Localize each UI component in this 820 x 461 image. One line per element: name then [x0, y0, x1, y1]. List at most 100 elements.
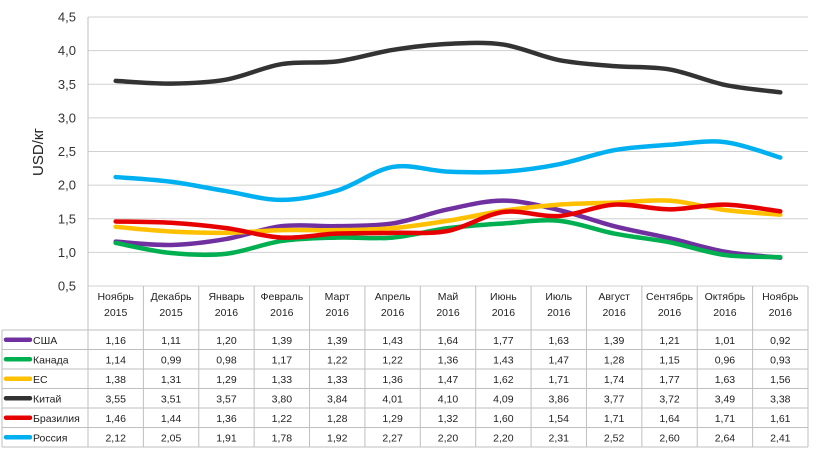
category-label: Февраль: [261, 291, 304, 303]
table-cell-value: 2,64: [715, 432, 736, 444]
table-cell-value: 1,71: [549, 374, 570, 386]
category-year-label: 2015: [159, 307, 183, 319]
category-year-label: 2016: [769, 307, 793, 319]
table-cell-value: 3,84: [327, 393, 348, 405]
gridlines: [87, 16, 808, 287]
table-cell-value: 1,47: [549, 354, 570, 366]
table-cell-value: 4,10: [438, 393, 459, 405]
table-cell-value: 1,63: [715, 374, 736, 386]
table-cell-value: 3,72: [659, 393, 680, 405]
table-cell-value: 1,56: [770, 374, 791, 386]
y-tick-label: 4,0: [58, 43, 76, 58]
table-cell-value: 1,60: [493, 413, 514, 425]
table-cell-value: 1,36: [216, 413, 237, 425]
series-line: [113, 198, 783, 261]
table-cell-value: 2,20: [493, 432, 514, 444]
table-cell-value: 1,77: [493, 335, 514, 347]
table-cell-value: 1,71: [715, 413, 736, 425]
table-cell-value: 0,98: [216, 354, 237, 366]
table-cell-value: 1,21: [659, 335, 680, 347]
table-cell-value: 2,12: [105, 432, 126, 444]
y-tick-label: 1,5: [58, 211, 76, 226]
table-cell-value: 3,38: [770, 393, 791, 405]
category-year-label: 2016: [713, 307, 737, 319]
table-cell-value: 1,39: [604, 335, 625, 347]
table-cell-value: 1,14: [105, 354, 126, 366]
category-year-label: 2016: [326, 307, 350, 319]
table-cell-value: 4,01: [382, 393, 403, 405]
table-cell-value: 0,99: [161, 354, 182, 366]
y-tick-label: 0,5: [58, 279, 76, 294]
table-cell-value: 1,47: [438, 374, 459, 386]
table-cell-value: 0,92: [770, 335, 791, 347]
table-cell-value: 0,93: [770, 354, 791, 366]
table-cell-value: 1,43: [493, 354, 514, 366]
category-year-label: 2015: [104, 307, 128, 319]
y-axis-ticks: 0,5 1,0 1,5 2,0 2,5 3,0 3,5 4,0 4,5: [58, 10, 76, 294]
series-line: [113, 40, 783, 95]
table-cell-value: 1,01: [715, 335, 736, 347]
table-cell-value: 1,29: [382, 413, 403, 425]
table-cell-value: 1,78: [272, 432, 293, 444]
table-cell-value: 3,55: [105, 393, 126, 405]
table-cell-value: 1,54: [549, 413, 570, 425]
category-year-label: 2016: [602, 307, 626, 319]
category-label: Июнь: [490, 291, 517, 303]
table-cell-value: 1,63: [549, 335, 570, 347]
table-cell-value: 1,22: [327, 354, 348, 366]
category-year-label: 2016: [492, 307, 516, 319]
category-year-label: 2016: [270, 307, 294, 319]
table-cell-value: 3,49: [715, 393, 736, 405]
category-label: Октябрь: [705, 291, 746, 303]
table-cell-value: 1,62: [493, 374, 514, 386]
category-label: Июль: [545, 291, 572, 303]
table-cell-value: 1,91: [216, 432, 237, 444]
table-cell-value: 3,57: [216, 393, 237, 405]
y-axis-label: USD/кг: [30, 128, 47, 176]
table-cell-value: 1,39: [327, 335, 348, 347]
category-label: Август: [598, 291, 630, 303]
y-tick-label: 3,0: [58, 110, 76, 125]
table-cell-value: 1,15: [659, 354, 680, 366]
series-lines: [113, 40, 783, 261]
legend-series-name: Канада: [33, 354, 69, 366]
table-cell-value: 3,51: [161, 393, 182, 405]
table-cell-value: 4,09: [493, 393, 514, 405]
category-label: Январь: [208, 291, 245, 303]
category-label: Декабрь: [151, 291, 192, 303]
table-cell-value: 2,60: [659, 432, 680, 444]
table-cell-value: 1,16: [105, 335, 126, 347]
table-cell-value: 3,80: [272, 393, 293, 405]
table-cell-value: 1,36: [438, 354, 459, 366]
table-cell-value: 1,74: [604, 374, 625, 386]
table-cell-value: 2,41: [770, 432, 791, 444]
table-cell-value: 1,31: [161, 374, 182, 386]
category-year-label: 2016: [381, 307, 405, 319]
category-label: Ноябрь: [762, 291, 799, 303]
series-line: [113, 139, 783, 203]
table-cell-value: 1,44: [161, 413, 182, 425]
category-label: Сентябрь: [646, 291, 694, 303]
table-cell-value: 1,33: [272, 374, 293, 386]
table-cell-value: 1,64: [659, 413, 680, 425]
table-cell-value: 2,52: [604, 432, 625, 444]
table-cell-value: 2,31: [549, 432, 570, 444]
table-cell-value: 1,43: [382, 335, 403, 347]
y-tick-label: 2,5: [58, 144, 76, 159]
table-cell-value: 1,92: [327, 432, 348, 444]
legend-series-name: ЕС: [33, 374, 48, 386]
series-line: [113, 218, 783, 260]
category-label: Май: [438, 291, 459, 303]
data-table: Ноябрь 2015 Декабрь 2015 Январь 2016 Февраль 20…: [1, 286, 809, 448]
table-cell-value: 1,28: [604, 354, 625, 366]
series-line: [113, 202, 783, 240]
table-cell-value: 1,46: [105, 413, 126, 425]
table-cell-value: 1,11: [161, 335, 181, 347]
table-cell-value: 2,20: [438, 432, 459, 444]
legend-series-name: Россия: [33, 432, 67, 444]
table-cell-value: 3,86: [549, 393, 570, 405]
legend-series-name: Китай: [33, 393, 62, 405]
legend-series-name: США: [33, 335, 57, 347]
table-cell-value: 1,71: [604, 413, 625, 425]
table-cell-value: 2,05: [161, 432, 182, 444]
